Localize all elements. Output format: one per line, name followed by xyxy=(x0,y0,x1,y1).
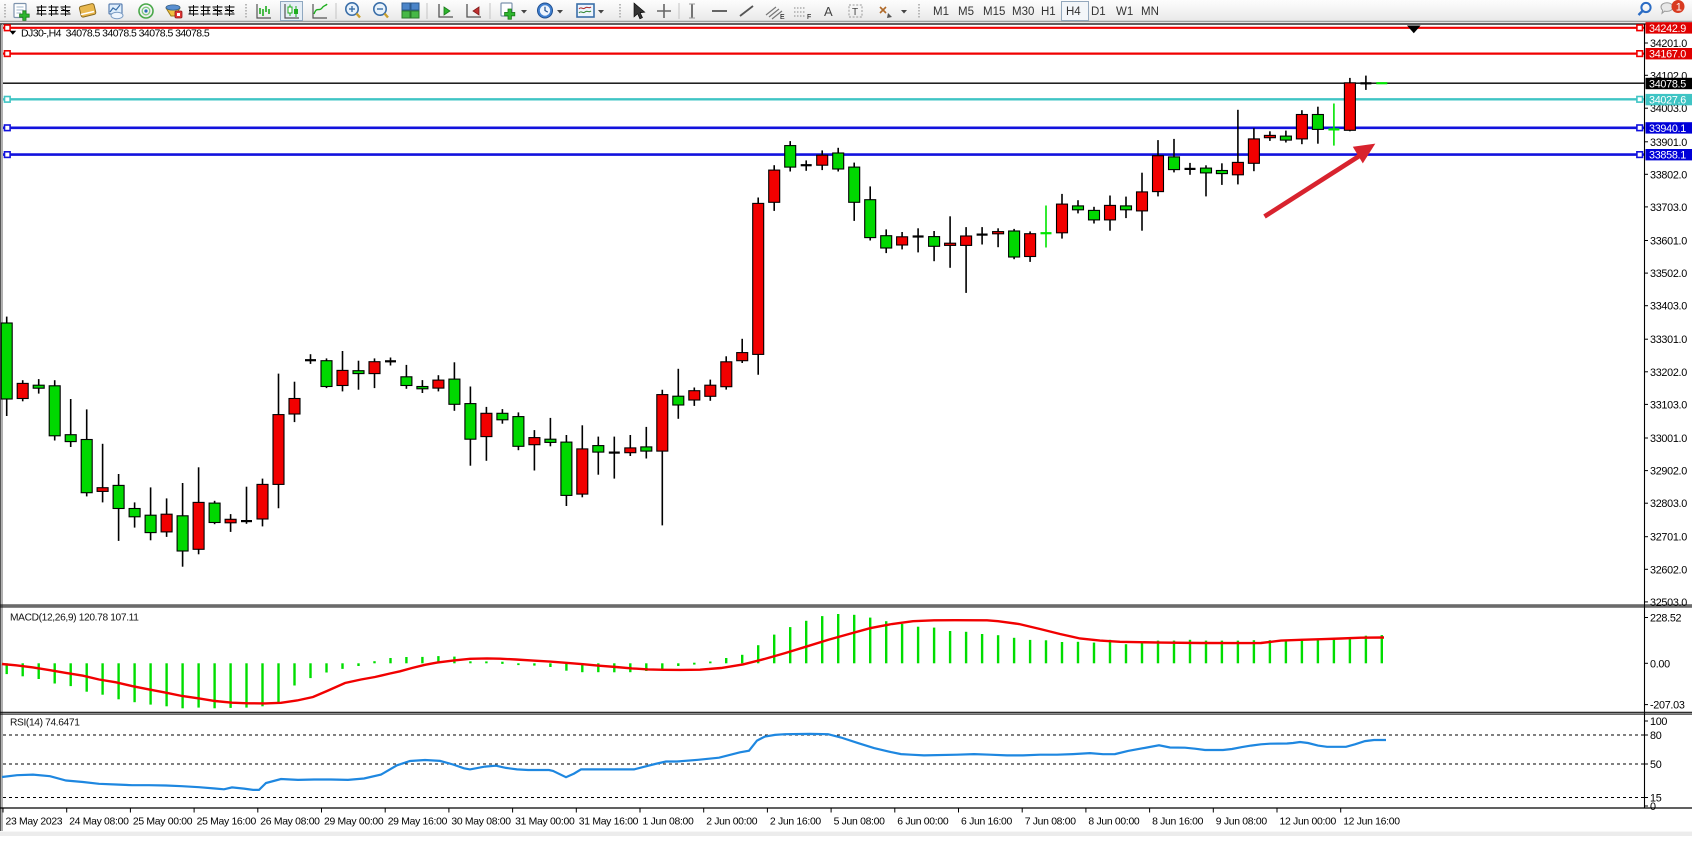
svg-text:80: 80 xyxy=(1650,730,1662,742)
svg-text:W1: W1 xyxy=(1116,6,1133,18)
svg-text:H1: H1 xyxy=(1041,6,1056,18)
svg-text:0.00: 0.00 xyxy=(1650,658,1670,670)
svg-text:E: E xyxy=(780,14,785,21)
svg-text:2 Jun 16:00: 2 Jun 16:00 xyxy=(770,817,822,828)
svg-text:33901.0: 33901.0 xyxy=(1650,137,1687,149)
svg-text:50: 50 xyxy=(1650,759,1662,771)
svg-text:H4: H4 xyxy=(1066,6,1081,18)
svg-text:6 Jun 16:00: 6 Jun 16:00 xyxy=(961,817,1013,828)
svg-text:32503.0: 32503.0 xyxy=(1650,597,1687,609)
svg-text:D1: D1 xyxy=(1091,6,1106,18)
svg-text:9 Jun 08:00: 9 Jun 08:00 xyxy=(1216,817,1268,828)
svg-text:2 Jun 00:00: 2 Jun 00:00 xyxy=(706,817,758,828)
svg-text:25 May 00:00: 25 May 00:00 xyxy=(133,817,193,828)
svg-text:30 May 08:00: 30 May 08:00 xyxy=(451,817,511,828)
svg-text:-207.03: -207.03 xyxy=(1650,700,1685,712)
svg-text:RSI(14) 74.6471: RSI(14) 74.6471 xyxy=(10,718,80,729)
svg-text:29 May 16:00: 29 May 16:00 xyxy=(388,817,448,828)
svg-text:M1: M1 xyxy=(933,6,949,18)
svg-text:26 May 08:00: 26 May 08:00 xyxy=(260,817,320,828)
svg-text:A: A xyxy=(824,4,833,19)
svg-text:32602.0: 32602.0 xyxy=(1650,564,1687,576)
svg-text:6 Jun 00:00: 6 Jun 00:00 xyxy=(897,817,949,828)
svg-text:5 Jun 08:00: 5 Jun 08:00 xyxy=(834,817,886,828)
svg-text:7 Jun 08:00: 7 Jun 08:00 xyxy=(1025,817,1077,828)
svg-text:34027.6: 34027.6 xyxy=(1649,95,1686,107)
svg-text:31 May 16:00: 31 May 16:00 xyxy=(579,817,639,828)
svg-text:8 Jun 16:00: 8 Jun 16:00 xyxy=(1152,817,1204,828)
svg-text:33001.0: 33001.0 xyxy=(1650,433,1687,445)
svg-text:33858.1: 33858.1 xyxy=(1649,150,1686,162)
svg-text:T: T xyxy=(852,7,858,18)
svg-text:228.52: 228.52 xyxy=(1650,613,1682,625)
svg-text:M5: M5 xyxy=(958,6,974,18)
svg-text:M15: M15 xyxy=(983,6,1005,18)
svg-text:25 May 16:00: 25 May 16:00 xyxy=(197,817,257,828)
svg-text:33403.0: 33403.0 xyxy=(1650,301,1687,313)
svg-text:23 May 2023: 23 May 2023 xyxy=(6,817,63,828)
svg-text:29 May 00:00: 29 May 00:00 xyxy=(324,817,384,828)
svg-text:24 May 08:00: 24 May 08:00 xyxy=(69,817,129,828)
svg-text:MN: MN xyxy=(1141,6,1159,18)
svg-text:33202.0: 33202.0 xyxy=(1650,367,1687,379)
svg-text:MACD(12,26,9) 120.78 107.11: MACD(12,26,9) 120.78 107.11 xyxy=(10,613,139,624)
svg-text:1: 1 xyxy=(1676,2,1682,14)
svg-text:DJ30-,H4 34078.5 34078.5 3407: DJ30-,H4 34078.5 34078.5 34078.5 34078.5 xyxy=(21,28,210,40)
svg-text:33940.1: 33940.1 xyxy=(1649,123,1686,135)
svg-text:0: 0 xyxy=(1650,801,1656,813)
svg-text:31 May 00:00: 31 May 00:00 xyxy=(515,817,575,828)
svg-text:12 Jun 00:00: 12 Jun 00:00 xyxy=(1280,817,1337,828)
svg-text:34242.9: 34242.9 xyxy=(1649,23,1686,35)
svg-text:8 Jun 00:00: 8 Jun 00:00 xyxy=(1088,817,1140,828)
svg-text:100: 100 xyxy=(1650,716,1667,728)
svg-text:33703.0: 33703.0 xyxy=(1650,202,1687,214)
svg-text:34167.0: 34167.0 xyxy=(1649,49,1686,61)
svg-text:32803.0: 32803.0 xyxy=(1650,498,1687,510)
svg-text:33502.0: 33502.0 xyxy=(1650,268,1687,280)
svg-text:1 Jun 08:00: 1 Jun 08:00 xyxy=(643,817,695,828)
svg-text:32701.0: 32701.0 xyxy=(1650,532,1687,544)
svg-text:33301.0: 33301.0 xyxy=(1650,334,1687,346)
svg-text:33103.0: 33103.0 xyxy=(1650,399,1687,411)
svg-text:F: F xyxy=(807,14,811,21)
svg-text:M30: M30 xyxy=(1012,6,1034,18)
svg-text:32902.0: 32902.0 xyxy=(1650,466,1687,478)
svg-text:12 Jun 16:00: 12 Jun 16:00 xyxy=(1343,817,1400,828)
svg-text:33802.0: 33802.0 xyxy=(1650,169,1687,181)
svg-text:34078.5: 34078.5 xyxy=(1649,78,1686,90)
svg-text:33601.0: 33601.0 xyxy=(1650,236,1687,248)
